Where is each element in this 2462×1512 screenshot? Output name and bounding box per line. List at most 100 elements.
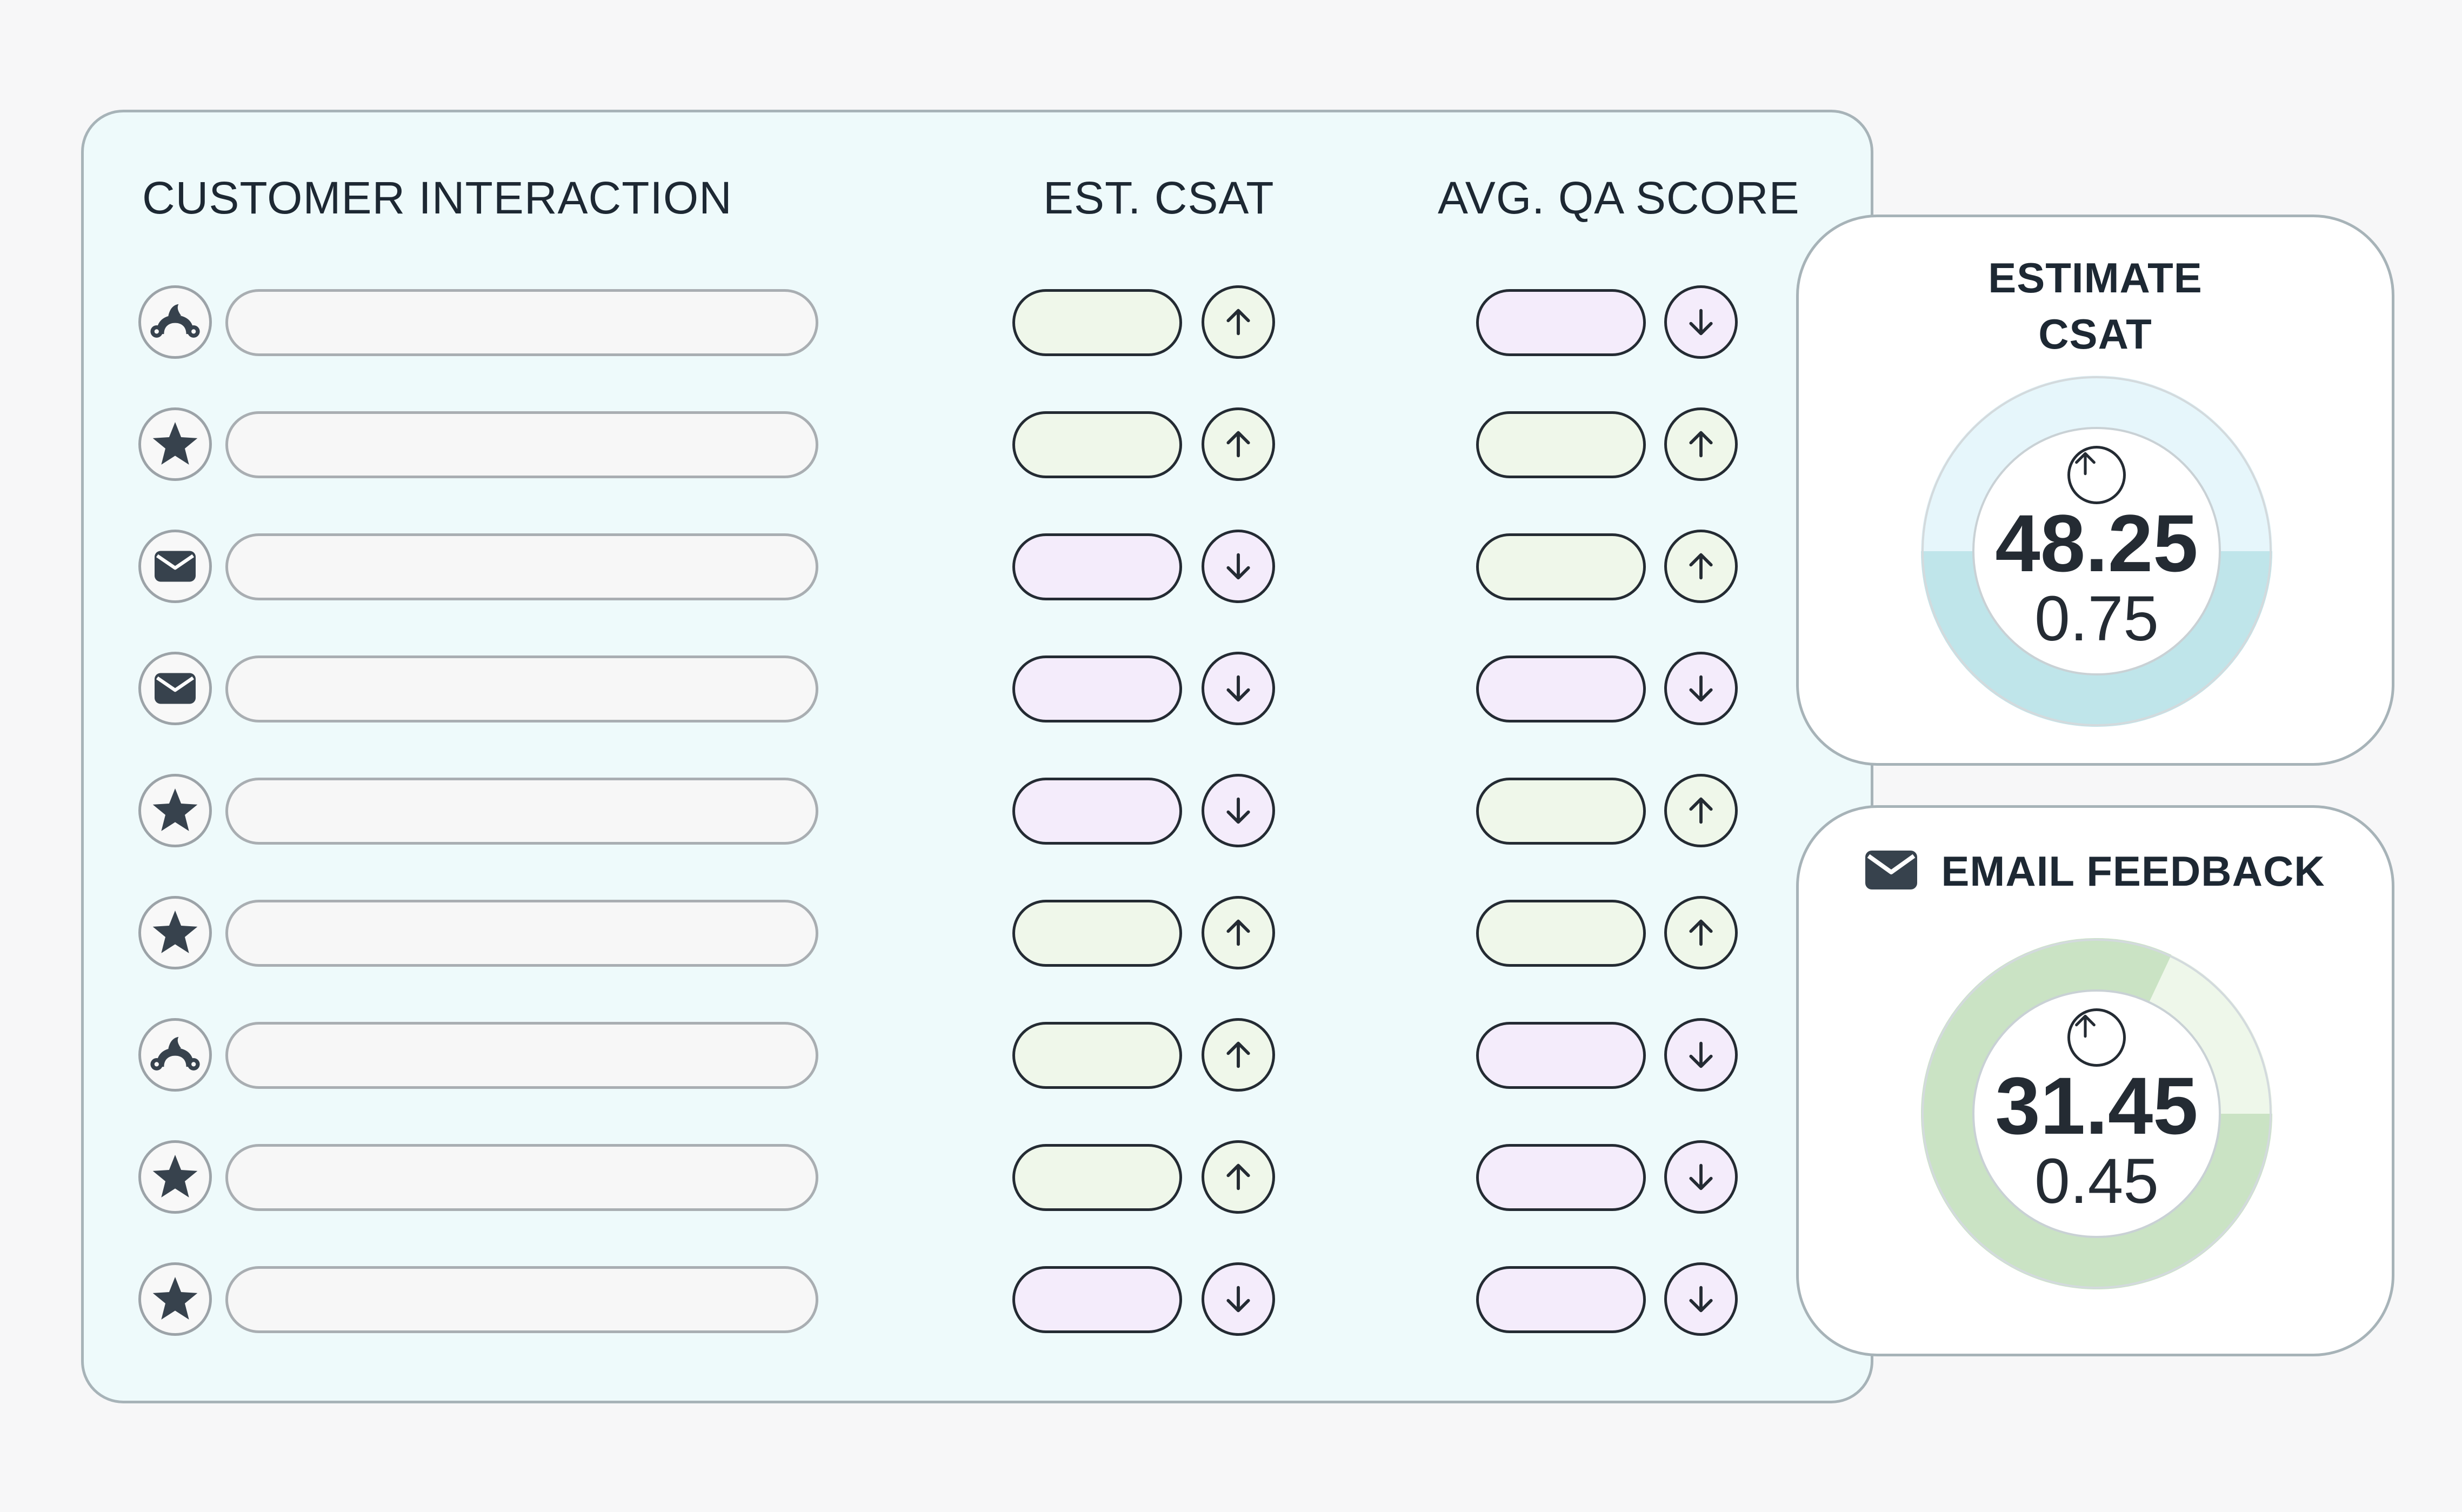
interaction-placeholder-bar — [225, 289, 818, 356]
csat-trend-badge — [1202, 652, 1275, 725]
envelope-icon — [155, 551, 196, 582]
arrow-up-icon — [1684, 427, 1718, 461]
csat-value-pill — [1012, 900, 1182, 967]
arrow-up-icon — [1221, 305, 1256, 339]
channel-icon-badge — [138, 407, 212, 481]
table-row[interactable] — [84, 529, 1871, 605]
interaction-placeholder-bar — [225, 1022, 818, 1089]
arrow-down-icon — [1221, 549, 1256, 584]
interaction-placeholder-bar — [225, 655, 818, 722]
surveymonkey-icon — [149, 302, 201, 343]
channel-icon-badge — [138, 285, 212, 359]
table-row[interactable] — [84, 1018, 1871, 1093]
arrow-down-icon — [1221, 793, 1256, 828]
qa-score-pill — [1476, 778, 1646, 845]
table-row[interactable] — [84, 895, 1871, 971]
star-icon — [150, 1275, 200, 1323]
email-feedback-card: EMAIL FEEDBACK 31.45 0.45 — [1796, 805, 2394, 1356]
qa-trend-badge — [1664, 407, 1738, 481]
csat-value-pill — [1012, 655, 1182, 722]
csat-trend-badge — [1202, 896, 1275, 969]
arrow-down-icon — [1221, 671, 1256, 706]
email-feedback-donut-ring — [1921, 938, 2272, 1289]
email-feedback-delta: 0.45 — [2034, 1146, 2159, 1217]
star-icon — [150, 420, 200, 468]
arrow-down-icon — [1684, 1160, 1718, 1194]
table-row[interactable] — [84, 651, 1871, 727]
column-header-customer-interaction: CUSTOMER INTERACTION — [142, 172, 732, 223]
table-row[interactable] — [84, 773, 1871, 849]
star-icon — [150, 1153, 200, 1201]
email-feedback-title: EMAIL FEEDBACK — [1941, 847, 2325, 895]
interaction-placeholder-bar — [225, 1266, 818, 1333]
email-feedback-value: 31.45 — [1995, 1060, 2198, 1151]
csat-trend-badge — [1202, 1140, 1275, 1214]
email-feedback-donut: 31.45 0.45 — [1921, 938, 2272, 1289]
arrow-up-icon — [2067, 446, 2126, 504]
csat-value-pill — [1012, 411, 1182, 478]
arrow-down-icon — [1221, 1282, 1256, 1316]
column-header-est-csat: EST. CSAT — [1043, 172, 1275, 223]
email-feedback-header: EMAIL FEEDBACK — [1799, 843, 2392, 899]
estimate-csat-donut-outer-edge — [1921, 376, 2272, 726]
qa-score-pill — [1476, 533, 1646, 600]
card-title-line: ESTIMATE — [1988, 254, 2203, 302]
csat-trend-badge — [1202, 530, 1275, 603]
estimate-csat-title: ESTIMATE CSAT — [1799, 250, 2392, 362]
csat-value-pill — [1012, 289, 1182, 356]
arrow-down-icon — [1684, 1282, 1718, 1316]
interaction-placeholder-bar — [225, 1144, 818, 1211]
qa-score-pill — [1476, 1144, 1646, 1211]
qa-trend-badge — [1664, 1140, 1738, 1214]
qa-score-pill — [1476, 1022, 1646, 1089]
qa-score-pill — [1476, 900, 1646, 967]
qa-score-pill — [1476, 411, 1646, 478]
csat-value-pill — [1012, 1144, 1182, 1211]
interaction-placeholder-bar — [225, 533, 818, 600]
channel-icon-badge — [138, 774, 212, 847]
csat-value-pill — [1012, 1266, 1182, 1333]
estimate-csat-value: 48.25 — [1995, 498, 2198, 588]
email-feedback-donut-outer-edge — [1921, 939, 2272, 1289]
qa-trend-badge — [1664, 530, 1738, 603]
csat-trend-badge — [1202, 1262, 1275, 1336]
qa-trend-badge — [1664, 1262, 1738, 1336]
table-row[interactable] — [84, 285, 1871, 360]
csat-trend-badge — [1202, 1018, 1275, 1092]
star-icon — [150, 909, 200, 956]
qa-score-pill — [1476, 655, 1646, 722]
csat-trend-badge — [1202, 774, 1275, 847]
table-row[interactable] — [84, 1262, 1871, 1337]
csat-trend-badge — [1202, 285, 1275, 359]
qa-trend-badge — [1664, 774, 1738, 847]
column-header-avg-qa-score: AVG. QA SCORE — [1438, 172, 1800, 223]
channel-icon-badge — [138, 1140, 212, 1214]
channel-icon-badge — [138, 1262, 212, 1336]
channel-icon-badge — [138, 896, 212, 969]
envelope-icon — [155, 673, 196, 704]
estimate-csat-donut-ring — [1921, 376, 2272, 727]
arrow-down-icon — [1684, 671, 1718, 706]
channel-icon-badge — [138, 530, 212, 603]
arrow-down-icon — [1684, 1038, 1718, 1072]
csat-value-pill — [1012, 533, 1182, 600]
arrow-up-icon — [1221, 427, 1256, 461]
qa-score-pill — [1476, 1266, 1646, 1333]
qa-trend-badge — [1664, 285, 1738, 359]
table-row[interactable] — [84, 407, 1871, 483]
arrow-up-icon — [1684, 549, 1718, 584]
arrow-up-icon — [1684, 915, 1718, 950]
table-row[interactable] — [84, 1140, 1871, 1215]
channel-icon-badge — [138, 1018, 212, 1092]
estimate-csat-donut-fill-arc — [1921, 551, 2272, 727]
interaction-placeholder-bar — [225, 900, 818, 967]
qa-trend-badge — [1664, 652, 1738, 725]
envelope-icon — [1865, 850, 1918, 892]
arrow-up-icon — [1221, 1160, 1256, 1194]
card-title-line: CSAT — [2038, 310, 2152, 358]
qa-trend-badge — [1664, 1018, 1738, 1092]
arrow-up-icon — [1221, 915, 1256, 950]
star-icon — [150, 787, 200, 834]
estimate-csat-donut-center — [1972, 427, 2221, 675]
csat-value-pill — [1012, 778, 1182, 845]
